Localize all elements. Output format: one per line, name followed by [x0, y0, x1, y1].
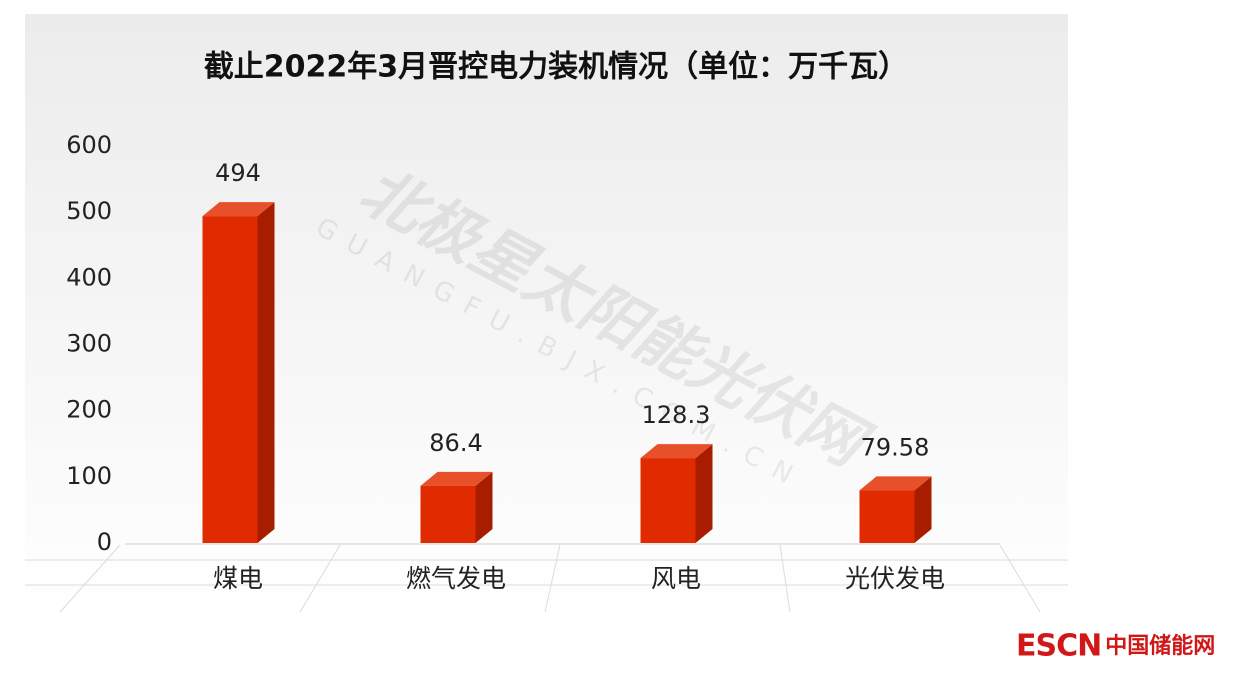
- bar-top: [202, 202, 275, 217]
- x-tick-label: 煤电: [213, 564, 263, 593]
- bar-side: [914, 476, 932, 543]
- bar: [202, 216, 258, 544]
- floor-grid: [25, 544, 1068, 613]
- y-tick-label: 400: [66, 263, 112, 291]
- y-tick-label: 200: [66, 396, 112, 424]
- y-tick-label: 300: [66, 330, 112, 358]
- logo-name: 中国储能网: [1105, 633, 1215, 659]
- x-tick-label: 光伏发电: [845, 564, 945, 593]
- bar-top: [420, 471, 493, 486]
- value-label: 494: [215, 159, 261, 187]
- y-tick-label: 600: [66, 131, 112, 159]
- bar-side: [475, 471, 493, 543]
- bar: [420, 485, 476, 543]
- x-tick-label: 燃气发电: [406, 564, 506, 593]
- chart-title: 截止2022年3月晋控电力装机情况（单位：万千瓦）: [204, 50, 908, 85]
- y-tick-label: 500: [66, 197, 112, 225]
- bar-top: [859, 476, 932, 491]
- value-label: 79.58: [861, 433, 930, 461]
- y-tick-label: 100: [66, 462, 112, 490]
- bar: [640, 458, 696, 543]
- bar: [859, 490, 915, 543]
- value-label: 128.3: [642, 401, 711, 429]
- bar-top: [640, 444, 713, 459]
- value-label: 86.4: [429, 429, 482, 457]
- x-tick-label: 风电: [651, 564, 701, 593]
- bar-side: [257, 202, 275, 544]
- y-tick-label: 0: [97, 528, 112, 556]
- bar-side: [695, 444, 713, 543]
- logo-mark: ESCN: [1016, 629, 1101, 664]
